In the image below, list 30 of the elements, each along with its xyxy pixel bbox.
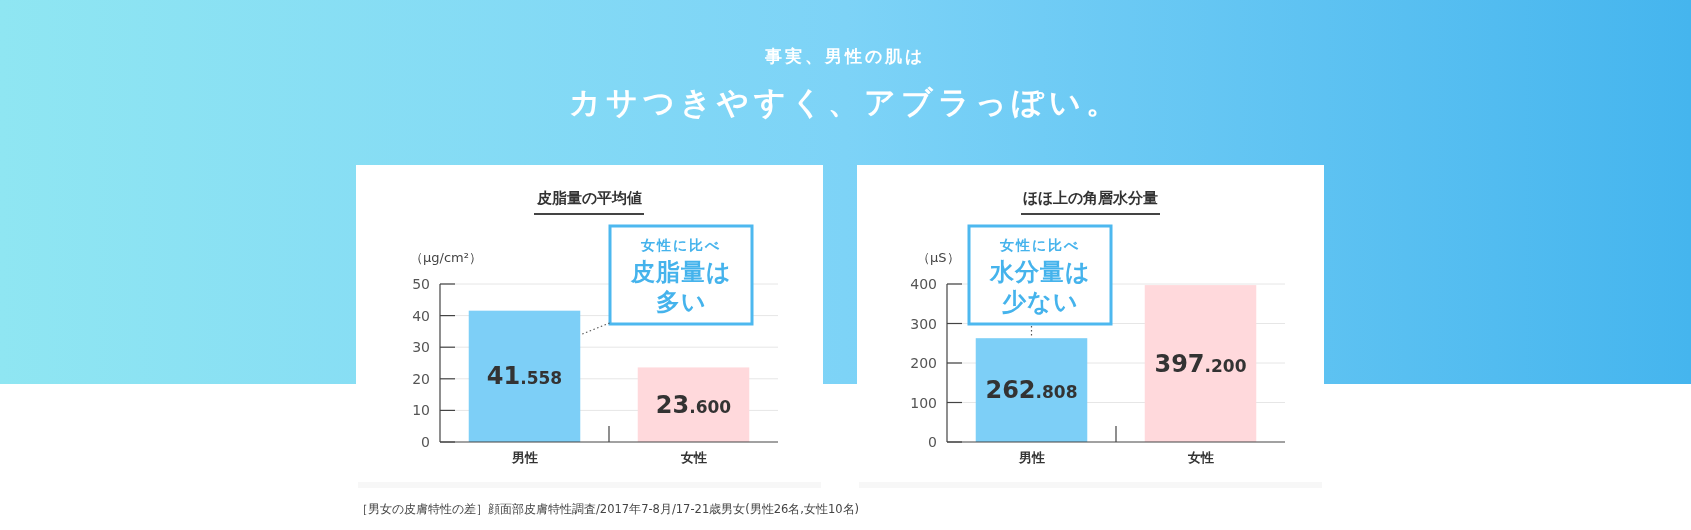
y-tick-label: 100	[910, 394, 937, 411]
y-tick-label: 20	[412, 370, 430, 387]
chart-title: 皮脂量の平均値	[536, 189, 642, 207]
annotation: 女性に比べ皮脂量は多い	[629, 237, 732, 316]
y-tick-label: 300	[910, 315, 937, 332]
chart-title: ほほ上の角層水分量	[1023, 189, 1158, 207]
x-tick-label: 男性	[510, 450, 538, 465]
data-label: 262.808	[985, 376, 1078, 405]
x-tick-label: 男性	[1017, 450, 1045, 465]
y-tick-label: 50	[412, 276, 430, 292]
y-tick-label: 200	[910, 355, 937, 371]
y-tick-label: 0	[928, 434, 937, 450]
y-tick-label: 400	[910, 276, 937, 292]
y-tick-label: 10	[412, 402, 430, 419]
callout: 女性に比べ水分量は少ない	[967, 224, 1113, 326]
y-tick-label: 40	[412, 307, 430, 324]
y-tick-label: 30	[412, 339, 430, 356]
callout: 女性に比べ皮脂量は多い	[608, 224, 754, 326]
x-tick-label: 女性	[1186, 450, 1214, 465]
annotation: 女性に比べ水分量は少ない	[988, 237, 1091, 316]
y-tick-label: 0	[421, 434, 430, 450]
text: 事実、男性の肌は	[764, 46, 925, 66]
y-axis-title: （μg/cm²）	[410, 250, 482, 265]
data-label: 23.600	[655, 390, 732, 419]
data-label: 397.200	[1154, 349, 1247, 378]
data-label: 41.558	[486, 362, 563, 391]
x-tick-label: 女性	[679, 450, 707, 465]
text: カサつきやすく、アブラっぽい。	[568, 84, 1122, 120]
y-axis-title: （μS）	[917, 250, 960, 265]
text: ［男女の皮膚特性の差］顔面部皮膚特性調査/2017年7-8月/17-21歳男女(男性26名,女性10名)	[356, 502, 860, 516]
